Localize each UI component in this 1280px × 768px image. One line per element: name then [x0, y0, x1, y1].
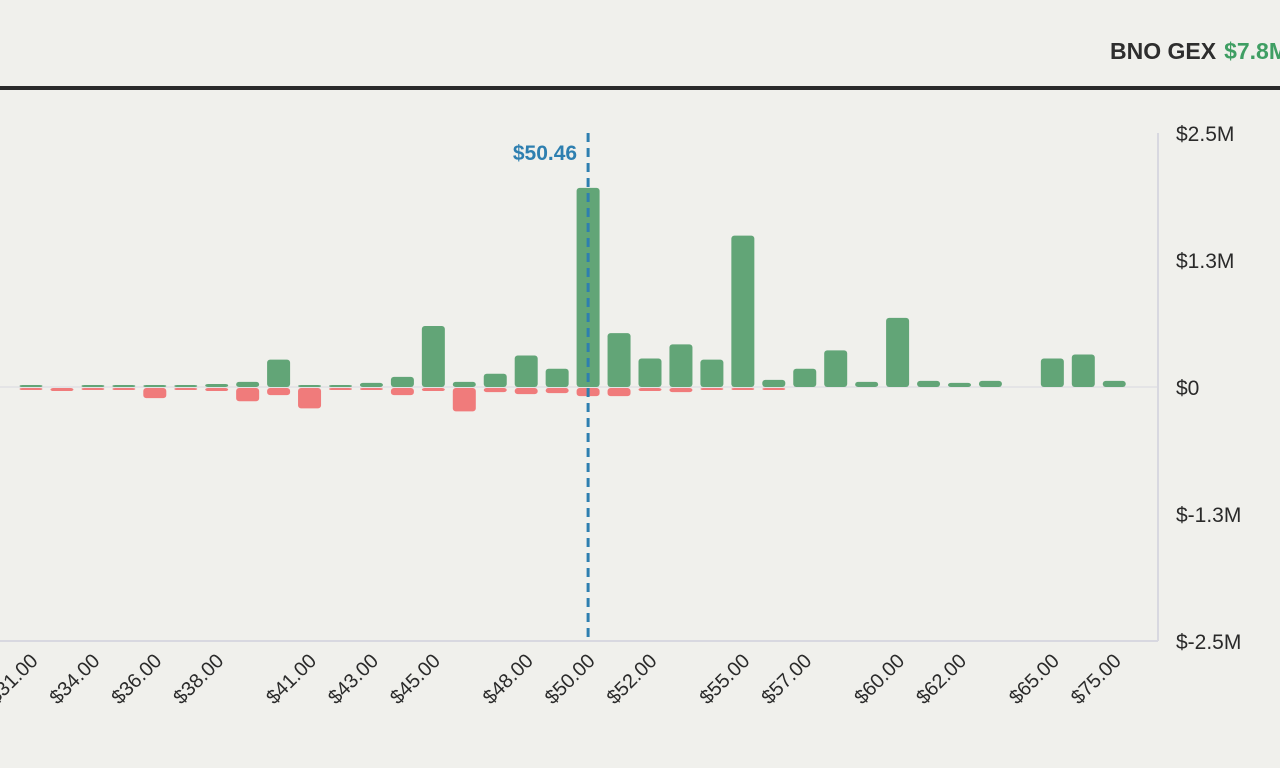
x-tick-label: $52.00 — [603, 650, 662, 709]
put-gex-bar — [19, 388, 43, 390]
call-gex-bar — [421, 326, 445, 387]
call-gex-bar — [329, 384, 352, 387]
put-gex-bar — [607, 388, 631, 397]
y-tick-label: $1.3M — [1176, 250, 1234, 273]
x-tick-label: $57.00 — [757, 650, 816, 709]
x-tick-label: $34.00 — [46, 650, 105, 709]
call-gex-bar — [545, 368, 569, 387]
x-tick-label: $41.00 — [262, 650, 321, 709]
gex-summary: BNO GEX $7.8M — [1110, 38, 1280, 65]
put-gex-bar — [50, 388, 74, 392]
put-gex-bar — [174, 388, 198, 390]
put-gex-bar — [421, 388, 445, 392]
put-gex-bar — [483, 388, 507, 393]
put-gex-bar — [638, 388, 662, 392]
call-gex-bar — [1040, 358, 1064, 387]
x-tick-label: $50.00 — [541, 650, 600, 709]
call-gex-bar — [700, 359, 724, 387]
put-gex-bar — [514, 388, 538, 395]
y-tick-label: $-1.3M — [1176, 504, 1241, 527]
call-gex-bar — [483, 373, 507, 387]
call-gex-bar — [793, 368, 817, 387]
call-gex-bar — [390, 376, 414, 387]
x-tick-label: $60.00 — [850, 650, 909, 709]
call-gex-bar — [978, 380, 1002, 387]
call-gex-bar — [174, 384, 198, 387]
header-bar: BNO GEX $7.8M — [0, 0, 1280, 90]
x-tick-label: $48.00 — [479, 650, 538, 709]
y-tick-label: $0 — [1176, 377, 1199, 400]
ticker-gex-label: BNO GEX — [1109, 38, 1217, 64]
gex-total-value: $7.8M — [1224, 38, 1280, 64]
call-gex-bar — [855, 381, 879, 387]
put-gex-bar — [143, 388, 167, 399]
call-gex-bar — [298, 385, 322, 387]
call-gex-bar — [1071, 354, 1095, 387]
put-gex-bar — [731, 388, 755, 390]
call-gex-bar — [762, 379, 786, 387]
x-tick-label: $45.00 — [386, 650, 445, 709]
x-tick-label: $55.00 — [696, 650, 755, 709]
call-gex-bar — [824, 350, 848, 387]
put-gex-bar — [545, 388, 569, 394]
call-gex-bar — [731, 235, 755, 387]
call-gex-bar — [886, 317, 910, 387]
put-gex-bar — [81, 388, 105, 391]
call-gex-bar — [948, 382, 971, 387]
x-tick-label: $43.00 — [324, 650, 383, 709]
put-gex-bar — [205, 388, 229, 392]
put-gex-bar — [329, 388, 352, 390]
call-gex-bar — [607, 333, 631, 387]
put-gex-bar — [700, 388, 724, 390]
put-gex-bar — [359, 388, 383, 390]
call-gex-bar — [452, 381, 476, 387]
put-gex-bar — [669, 388, 693, 393]
x-tick-label: $38.00 — [169, 650, 228, 709]
put-gex-bar — [236, 388, 260, 402]
call-gex-bar — [236, 381, 260, 387]
y-tick-label: $2.5M — [1176, 123, 1234, 146]
call-gex-bar — [359, 382, 383, 387]
put-gex-bar — [267, 388, 291, 396]
call-gex-bar — [205, 383, 229, 387]
call-gex-bar — [669, 344, 693, 387]
call-gex-bar — [81, 385, 105, 387]
x-tick-label: $31.00 — [0, 650, 43, 709]
put-gex-bar — [390, 388, 414, 396]
put-gex-bar — [298, 388, 322, 409]
call-gex-bar — [143, 384, 167, 387]
put-gex-bar — [112, 388, 136, 390]
x-tick-label: $62.00 — [912, 650, 971, 709]
call-gex-bar — [1102, 380, 1126, 387]
call-gex-bar — [267, 359, 291, 387]
put-gex-bar — [452, 388, 476, 412]
call-gex-bar — [112, 384, 136, 387]
x-tick-label: $36.00 — [108, 650, 167, 709]
call-gex-bar — [917, 380, 941, 387]
call-gex-bar — [514, 355, 538, 387]
current-price-label: $50.46 — [513, 142, 577, 165]
y-tick-label: $-2.5M — [1176, 631, 1241, 654]
put-gex-bar — [762, 388, 786, 390]
x-tick-label: $75.00 — [1067, 650, 1126, 709]
x-tick-label: $65.00 — [1005, 650, 1064, 709]
call-gex-bar — [19, 385, 43, 387]
call-gex-bar — [638, 358, 662, 387]
